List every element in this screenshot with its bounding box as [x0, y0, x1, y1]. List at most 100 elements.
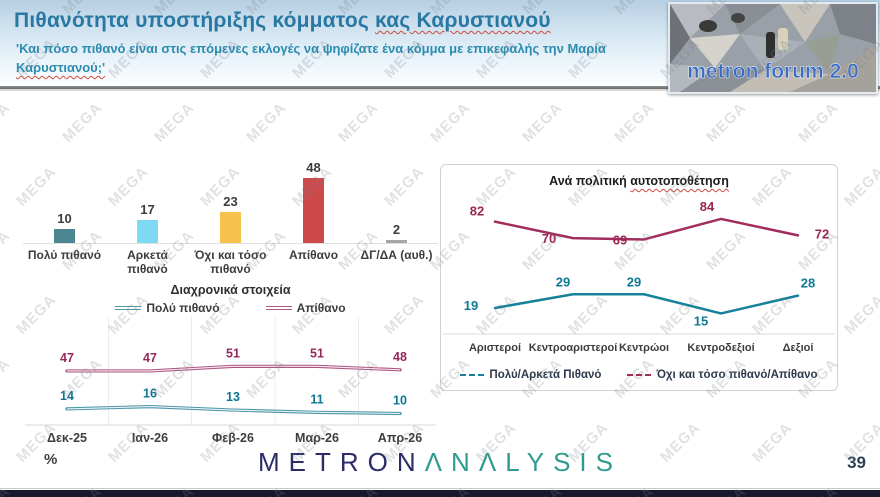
page-subtitle: 'Και πόσο πιθανό είναι στις επόμενες εκλ…: [16, 40, 606, 78]
bar-column: 48: [272, 160, 355, 243]
mega-watermark: MEGA: [243, 99, 290, 146]
timeseries-legend: Πολύ πιθανό Απίθανο: [23, 301, 438, 315]
data-label: 14: [60, 389, 74, 403]
legend-label: Όχι και τόσο πιθανό/Απίθανο: [656, 369, 818, 381]
timeseries-chart: Διαχρονικά στοιχεία Πολύ πιθανό Απίθανο …: [23, 283, 438, 455]
category-label: Μαρ-26: [295, 431, 339, 445]
data-label: 70: [542, 231, 556, 246]
timeseries-plot-area: 14 16 13 11 10 47 47 51 51 48 Δεκ-25 Ιαν-26 Φεβ-26 Μα…: [25, 317, 436, 445]
political-title-underlined: αυτοτοποθέτηση: [630, 174, 729, 188]
legend-dash-swatch: [627, 374, 652, 376]
logo-figure-silhouette: [699, 20, 717, 32]
data-label: 28: [801, 276, 815, 291]
mega-watermark: MEGA: [0, 99, 14, 146]
footer-divider: [0, 488, 880, 489]
page-title-main: Πιθανότητα υποστήριξης κόμματος: [14, 9, 376, 32]
data-label: 51: [226, 346, 240, 360]
bar-column: 10: [23, 211, 106, 243]
logo-figure-silhouette: [778, 28, 788, 50]
header-divider: [0, 86, 880, 89]
data-label: 69: [613, 232, 627, 247]
metron-analysis-logo: METRONΛNΛLYSIS: [0, 447, 880, 478]
metron-forum-logo: metron forum 2.0: [668, 2, 878, 94]
data-label: 47: [143, 351, 157, 365]
data-label: 48: [393, 350, 407, 364]
bar: [137, 220, 158, 243]
series-line-1: [493, 217, 800, 241]
page-number: 39: [847, 453, 866, 472]
category-label: Κεντρώοι: [619, 342, 669, 354]
series-line-core-0: [66, 406, 401, 415]
bar-category-label: Απίθανο: [288, 248, 339, 262]
data-label: 72: [815, 226, 829, 241]
data-label: 13: [226, 390, 240, 404]
mega-watermark: MEGA: [611, 99, 658, 146]
data-label: 47: [60, 351, 74, 365]
category-label: Ιαν-26: [132, 431, 168, 445]
logo-text: metron forum 2.0: [687, 60, 859, 83]
data-label: 29: [556, 274, 570, 289]
data-label: 29: [627, 274, 641, 289]
mega-watermark: MEGA: [841, 291, 880, 338]
legend-label: Πολύ/Αρκετά Πιθανό: [489, 369, 602, 381]
logo-mosaic-image: metron forum 2.0: [670, 4, 876, 92]
legend-label: Απίθανο: [296, 301, 346, 315]
data-label: 11: [310, 392, 323, 406]
legend-item: Πολύ/Αρκετά Πιθανό: [460, 369, 601, 381]
page-subtitle-line1: 'Και πόσο πιθανό είναι στις επόμενες εκλ…: [16, 41, 606, 56]
category-label: Φεβ-26: [212, 431, 254, 445]
legend-dash-swatch: [460, 374, 485, 376]
footer-bar: [0, 490, 880, 497]
series-line-0: [493, 293, 800, 315]
percent-note: %: [44, 451, 58, 468]
bar: [220, 212, 241, 243]
brand-analysis: ΛNΛLYSIS: [424, 447, 622, 477]
category-label: Αριστεροί: [469, 342, 521, 354]
political-title-main: Ανά πολιτική: [549, 174, 631, 188]
data-label: 15: [694, 313, 708, 328]
political-legend: Πολύ/Αρκετά Πιθανό Όχι και τόσο πιθανό/Α…: [441, 369, 837, 381]
mega-watermark: MEGA: [151, 99, 198, 146]
legend-label: Πολύ πιθανό: [146, 301, 220, 315]
category-label: Δεξιοί: [783, 342, 814, 354]
bar-category-label: ΔΓ/ΔΑ (αυθ.): [360, 248, 433, 262]
bar: [303, 178, 324, 243]
mega-watermark: MEGA: [427, 99, 474, 146]
legend-item: Όχι και τόσο πιθανό/Απίθανο: [627, 369, 818, 381]
series-line-1: [65, 364, 402, 373]
bar-column: 17: [106, 202, 189, 243]
bar-category-label: Όχι και τόσο πιθανό: [194, 248, 267, 276]
mega-watermark: MEGA: [59, 99, 106, 146]
bar: [54, 229, 75, 243]
political-plot-area: 19 29 29 15 28 82 70 69 84 72 Αριστεροί Κεντροαριστ…: [443, 199, 835, 354]
political-placement-chart: Ανά πολιτική αυτοτοποθέτηση 19 29 29 15 28 82…: [440, 164, 838, 391]
data-label: 82: [470, 204, 484, 219]
bar-category-label: Πολύ πιθανό: [27, 248, 102, 262]
data-label: 84: [700, 199, 715, 214]
mega-watermark: MEGA: [795, 99, 842, 146]
bar-value-label: 48: [306, 160, 321, 175]
page-title-underlined: κας Καρυστιανού: [375, 9, 551, 32]
bar: [386, 240, 407, 243]
page-title: Πιθανότητα υποστήριξης κόμματος κας Καρυ…: [14, 9, 551, 33]
series-line-core-1: [67, 365, 401, 372]
data-label: 10: [393, 394, 407, 408]
category-label: Απρ-26: [378, 431, 422, 445]
political-chart-title: Ανά πολιτική αυτοτοποθέτηση: [441, 174, 837, 188]
mega-watermark: MEGA: [519, 99, 566, 146]
mega-watermark: MEGA: [0, 227, 14, 274]
category-label: Κεντροδεξιοί: [687, 342, 754, 354]
legend-item: Πολύ πιθανό: [115, 301, 220, 315]
brand-metron: METRON: [258, 447, 425, 477]
mega-watermark: MEGA: [703, 99, 750, 146]
bar-value-label: 17: [140, 202, 155, 217]
category-label: Κεντροαριστεροί: [529, 342, 618, 354]
mega-watermark: MEGA: [841, 163, 880, 210]
logo-figure-silhouette: [766, 32, 775, 58]
legend-line-swatch: [265, 306, 292, 310]
bar-chart-plot-area: 10 17 23 48 2: [23, 152, 438, 244]
data-label: 51: [310, 346, 324, 360]
legend-line-swatch: [115, 306, 142, 310]
data-label: 19: [464, 298, 478, 313]
